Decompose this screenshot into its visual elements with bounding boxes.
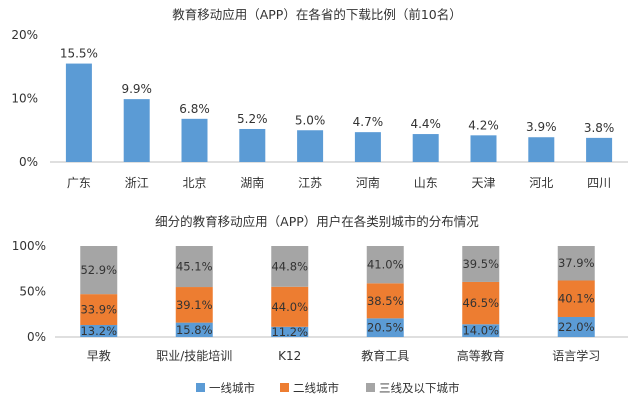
chart2-ytick-label: 0%	[27, 330, 46, 344]
chart1-bar-9	[528, 137, 555, 162]
chart2-data-label: 52.9%	[80, 263, 117, 277]
chart2-segment-s1-c2	[175, 322, 213, 337]
chart2-segment-s3-c1	[80, 246, 118, 295]
chart2-data-label: 15.8%	[176, 323, 213, 337]
chart2-segment-s1-c6	[557, 316, 595, 337]
chart1-bar-3	[181, 118, 208, 162]
chart2-legend-swatch-3	[366, 383, 375, 392]
chart2-segment-s3-c5	[462, 246, 500, 282]
chart2-segment-s1-c5	[462, 324, 500, 337]
chart2-ytick-label: 50%	[19, 285, 46, 299]
chart1-x-tick-label: 北京	[182, 176, 206, 190]
chart1-x-tick-label: 河北	[529, 176, 553, 190]
chart1-ytick-label: 20%	[11, 28, 38, 42]
chart2-legend-swatch-2	[280, 383, 289, 392]
chart1-data-label: 3.9%	[526, 120, 557, 134]
chart2-segment-s2-c4	[366, 283, 404, 319]
chart1-ytick-label: 0%	[19, 155, 38, 169]
chart1-ytick-label: 10%	[11, 92, 38, 106]
chart2-data-label: 44.0%	[271, 300, 308, 314]
chart2-data-label: 14.0%	[462, 324, 499, 338]
chart1-bar-4	[239, 128, 266, 162]
chart1-data-label: 4.2%	[468, 118, 499, 132]
chart1-data-label: 4.4%	[410, 117, 441, 131]
chart2-data-label: 39.1%	[176, 298, 213, 312]
chart1-bar-2	[123, 99, 150, 162]
chart1-x-tick-label: 山东	[414, 176, 438, 190]
chart1-x-tick-label: 江苏	[298, 176, 322, 190]
chart1-data-label: 4.7%	[353, 115, 384, 129]
chart2-legend-swatch-1	[196, 383, 205, 392]
chart1-data-label: 15.5%	[60, 47, 98, 61]
chart2-data-label: 38.5%	[367, 294, 404, 308]
chart1-x-tick-label: 浙江	[125, 176, 149, 190]
chart2-segment-s3-c6	[557, 246, 595, 281]
chart2-data-label: 46.5%	[462, 296, 499, 310]
chart2-x-tick-label: 职业/技能培训	[156, 348, 232, 363]
chart1-x-tick-label: 河南	[356, 175, 380, 190]
chart2-data-label: 11.2%	[271, 325, 308, 339]
chart2-x-tick-label: 早教	[87, 348, 111, 363]
chart2-segment-s2-c3	[271, 286, 309, 327]
chart2-x-tick-label: 教育工具	[361, 348, 409, 363]
chart2-data-label: 45.1%	[176, 260, 213, 274]
chart2-x-tick-label: K12	[278, 349, 301, 363]
chart1-bar-7	[412, 134, 439, 162]
chart2-segment-s2-c5	[462, 281, 500, 325]
chart2-x-tick-label: 语言学习	[552, 348, 600, 363]
chart2-data-label: 41.0%	[367, 258, 404, 272]
chart1-x-tick-label: 广东	[67, 176, 91, 190]
chart2-segment-s2-c2	[175, 287, 213, 323]
chart2-segment-s1-c4	[366, 318, 404, 337]
chart2-segment-s2-c6	[557, 280, 595, 317]
chart2-segment-s2-c1	[80, 294, 118, 325]
chart2-segment-s3-c3	[271, 246, 309, 287]
chart1-x-tick-label: 湖南	[240, 175, 264, 190]
chart1-bar-1	[65, 63, 92, 163]
chart2-legend-label: 二线城市	[293, 381, 339, 395]
chart2-data-label: 20.5%	[367, 321, 404, 335]
chart2-data-label: 39.5%	[462, 257, 499, 271]
chart1-bar-8	[470, 135, 497, 162]
chart2-segment-s1-c3	[271, 326, 309, 337]
chart1-data-label: 5.2%	[237, 112, 268, 126]
chart1-data-label: 3.8%	[584, 121, 615, 135]
chart1-data-label: 6.8%	[179, 102, 210, 116]
chart1-x-tick-label: 天津	[471, 176, 495, 190]
chart1-x-tick-label: 四川	[587, 176, 611, 190]
chart2-ytick-label: 100%	[12, 239, 46, 253]
chart1-data-label: 9.9%	[121, 82, 152, 96]
chart1-data-label: 5.0%	[295, 113, 326, 127]
chart2-x-tick-label: 高等教育	[457, 348, 505, 363]
chart1-bar-10	[586, 137, 613, 162]
chart2-data-label: 44.8%	[271, 259, 308, 273]
chart2-data-label: 13.2%	[80, 324, 117, 338]
chart2-data-label: 22.0%	[558, 320, 595, 334]
chart2-segment-s3-c4	[366, 246, 404, 284]
chart1-title: 教育移动应用（APP）在各省的下载比例（前10名）	[172, 7, 462, 22]
chart2-title: 细分的教育移动应用（APP）用户在各类别城市的分布情况	[155, 214, 479, 229]
chart2-segment-s1-c1	[80, 324, 118, 337]
chart2-data-label: 40.1%	[558, 292, 595, 306]
chart2-data-label: 37.9%	[558, 256, 595, 270]
chart2-data-label: 33.9%	[80, 303, 117, 317]
chart2-legend-label: 三线及以下城市	[379, 381, 460, 395]
chart2-legend-label: 一线城市	[209, 381, 255, 395]
chart1-bar-5	[297, 130, 324, 162]
chart2-segment-s3-c2	[175, 246, 213, 288]
chart1-bar-6	[354, 132, 381, 162]
